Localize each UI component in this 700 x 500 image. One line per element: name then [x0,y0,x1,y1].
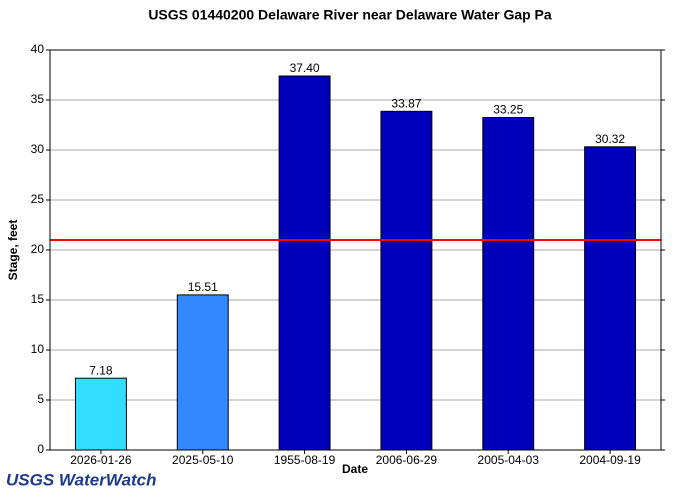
y-tick-label: 10 [31,342,45,356]
x-tick-label: 2004-09-19 [579,453,641,467]
logo: USGS WaterWatch [6,470,157,489]
y-tick-label: 20 [31,242,45,256]
bar [482,117,535,451]
data-label: 30.32 [595,132,625,146]
data-label: 37.40 [290,61,320,75]
x-tick-label: 2006-06-29 [376,453,438,467]
x-axis-label: Date [342,462,368,476]
y-axis-label: Stage, feet [6,220,20,281]
bar [278,75,331,451]
data-label: 15.51 [188,280,218,294]
plot-frame [49,49,662,451]
y-tick-label: 30 [31,142,45,156]
bar [74,377,127,451]
data-label: 33.87 [391,96,421,110]
y-tick-label: 25 [31,192,45,206]
y-tick-label: 0 [37,442,44,456]
bar [176,294,229,451]
y-tick-label: 40 [31,42,45,56]
y-tick-label: 15 [31,292,45,306]
data-label: 33.25 [493,103,523,117]
x-tick-label: 1955-08-19 [274,453,336,467]
x-tick-label: 2026-01-26 [70,453,132,467]
data-label: 7.18 [89,363,113,377]
x-tick-label: 2005-04-03 [478,453,540,467]
y-tick-label: 35 [31,92,45,106]
x-tick-label: 2025-05-10 [172,453,234,467]
bar [584,146,637,451]
bar [380,110,433,451]
y-tick-label: 5 [37,392,44,406]
chart-title: USGS 01440200 Delaware River near Delawa… [148,7,552,23]
